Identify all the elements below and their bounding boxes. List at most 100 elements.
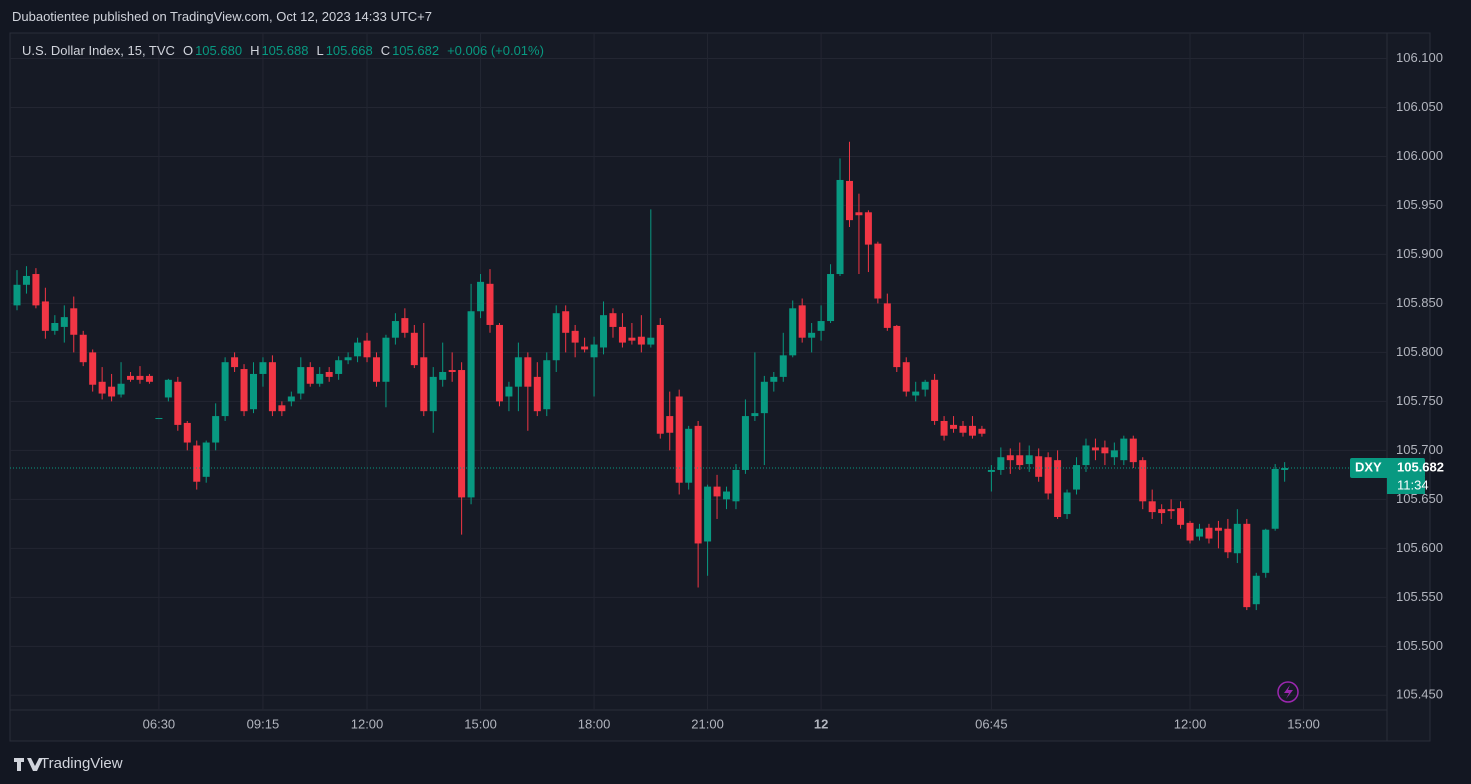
candle-body [41,301,49,331]
candle-body [32,274,40,306]
candle-body [1082,445,1090,466]
candle-body [514,357,522,387]
candle-body [354,342,362,357]
candle-body [505,386,513,397]
candle-body [694,425,702,544]
x-tick-label: 12 [814,716,828,731]
candle-body [164,379,172,398]
ohlc-value: 105.688 [261,43,309,58]
candle-body [1205,527,1213,539]
candle-body [382,337,390,382]
y-tick-label: 105.700 [1396,442,1443,457]
candle-body [968,425,976,436]
candle-body [1025,455,1033,465]
candle-body [1186,522,1194,541]
candle-body [410,332,418,366]
candle-body [60,317,68,327]
candle-body [401,318,409,333]
candle-body [552,313,560,361]
candle-body [1120,438,1128,461]
candle-body [467,311,475,498]
candle-body [155,418,163,420]
candle-body [751,413,759,417]
x-tick-label: 18:00 [578,716,611,731]
x-tick-label: 06:30 [143,716,176,731]
candle-body [978,428,986,434]
countdown-tag [1387,477,1425,495]
candle-body [240,369,248,412]
y-tick-label: 106.100 [1396,50,1443,65]
ohlc-key: H [250,43,260,58]
candle-body [1035,456,1043,477]
y-tick-label: 106.050 [1396,99,1443,114]
candle-body [798,305,806,338]
candle-body [145,375,153,382]
candle-body [1110,450,1118,458]
ohlc-value: 105.680 [195,43,243,58]
candle-body [950,424,958,429]
candle-body [212,416,220,443]
symbol-name: U.S. Dollar Index, 15, TVC [22,43,175,58]
candle-body [874,243,882,299]
price-tag [1350,458,1425,479]
candle-body [893,325,901,368]
candle-body [618,326,626,343]
candle-body [845,180,853,221]
ohlc-key: L [316,43,324,58]
candle-body [770,376,778,382]
candle-body [268,362,276,412]
candle-body [656,324,664,434]
x-tick-label: 06:45 [975,716,1008,731]
candle-body [70,308,78,335]
candle-body [1167,509,1175,512]
y-tick-label: 105.800 [1396,344,1443,359]
candle-body [808,332,816,338]
y-tick-label: 105.450 [1396,687,1443,702]
candle-body [250,373,257,410]
candle-body [13,284,21,306]
candle-body [287,396,295,402]
candle-body [458,370,466,498]
candle-body [1158,509,1166,514]
candle-body [1044,457,1052,494]
candle-body [987,469,995,472]
candle-body [259,362,267,374]
candle-body [789,308,797,356]
candle-body [600,315,608,348]
candle-body [297,367,305,394]
candle-body [1139,460,1147,502]
candle-body [760,381,768,414]
candle-body [420,357,428,412]
candle-body [1129,438,1137,463]
candle-body [723,491,730,500]
candle-body [1281,468,1289,470]
candle-body [704,486,712,542]
candle-body [1016,455,1024,466]
candle-body [855,212,863,216]
candle-body [344,357,352,361]
candle-body [174,381,182,425]
ohlc-key: O [182,43,194,58]
candle-body [883,303,891,328]
candle-body [666,416,674,433]
alert-icon[interactable] [1277,681,1299,703]
candle-body [1054,460,1062,517]
candle-body [325,371,333,377]
candle-body [306,367,314,384]
candle-body [713,486,721,497]
y-tick-label: 105.600 [1396,540,1443,555]
candle-body [732,469,740,502]
candle-body [98,381,106,394]
alert-icon-bolt [1284,685,1293,699]
candle-body [477,281,485,312]
y-tick-label: 105.650 [1396,491,1443,506]
candle-body [817,321,825,331]
y-tick-label: 105.750 [1396,393,1443,408]
candle-body [524,357,532,387]
candle-body [1091,447,1099,451]
candle-body [117,383,125,395]
candle-body [940,420,948,436]
candle-body [79,334,87,363]
candle-body [931,379,939,421]
